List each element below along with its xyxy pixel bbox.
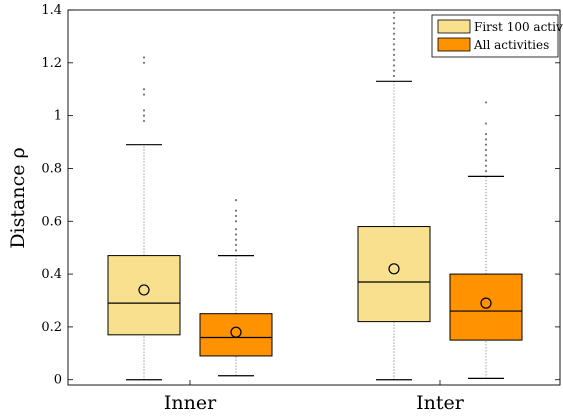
y-tick-label: 0.8: [41, 161, 62, 176]
outlier-point: [392, 69, 396, 72]
y-tick-label: 0.6: [41, 214, 62, 229]
outlier-point: [392, 27, 396, 30]
outlier-point: [484, 133, 488, 136]
mean-marker: [480, 297, 492, 309]
legend-swatch-all: [437, 37, 471, 52]
outlier-point: [234, 209, 238, 212]
legend: First 100 activities All activities: [431, 14, 563, 58]
outlier-point: [392, 48, 396, 51]
outlier-point: [484, 122, 488, 125]
outlier-point: [234, 214, 238, 218]
outlier-point: [234, 233, 238, 236]
box-iqr: [449, 273, 523, 341]
outlier-point: [392, 11, 396, 14]
outlier-point: [142, 56, 146, 59]
outlier-point: [142, 119, 146, 123]
mean-marker: [388, 263, 400, 275]
outlier-point: [234, 238, 238, 241]
outlier-point: [392, 16, 396, 20]
x-category-label: Inner: [164, 392, 217, 414]
outlier-point: [484, 169, 488, 173]
outlier-point: [392, 59, 396, 62]
outlier-point: [484, 101, 488, 104]
outlier-point: [234, 220, 238, 223]
outlier-point: [484, 154, 488, 157]
outlier-point: [392, 37, 396, 41]
y-tick-label: 0.2: [41, 320, 62, 335]
legend-label-all: All activities: [473, 38, 549, 52]
outlier-point: [484, 143, 488, 146]
y-tick-label: 1.4: [41, 3, 62, 18]
y-tick-label: 1.2: [41, 56, 62, 71]
outlier-point: [392, 32, 396, 35]
outlier-point: [142, 61, 146, 64]
outlier-point: [234, 243, 238, 247]
outlier-point: [392, 74, 396, 78]
outlier-point: [234, 199, 238, 202]
outlier-point: [392, 43, 396, 46]
legend-label-first-100: First 100 activities: [474, 20, 563, 34]
outlier-point: [392, 22, 396, 25]
outlier-point: [484, 159, 488, 162]
mean-marker: [230, 326, 242, 338]
outlier-point: [392, 64, 396, 67]
outlier-point: [484, 164, 488, 167]
y-axis-title: Distance ρ: [7, 147, 29, 248]
x-category-label: Inter: [416, 392, 465, 414]
outlier-point: [142, 109, 146, 112]
outlier-point: [234, 249, 238, 252]
y-tick-label: 0.4: [41, 267, 62, 282]
outlier-point: [484, 138, 488, 141]
plot-area: 0 0.2 0.4 0.6 0.8 1 1.2 1.4 Inner Inter: [41, 3, 561, 414]
outlier-point: [142, 93, 146, 96]
y-tick-label: 0: [54, 373, 62, 388]
plot-frame: [67, 9, 561, 386]
y-tick-label: 1: [54, 109, 62, 124]
outlier-point: [484, 148, 488, 152]
outlier-point: [142, 88, 146, 91]
legend-swatch-first-100: [437, 19, 471, 34]
box-iqr: [199, 313, 273, 357]
mean-marker: [138, 284, 150, 296]
outlier-point: [392, 53, 396, 56]
outlier-point: [142, 114, 146, 117]
outlier-point: [234, 228, 238, 231]
